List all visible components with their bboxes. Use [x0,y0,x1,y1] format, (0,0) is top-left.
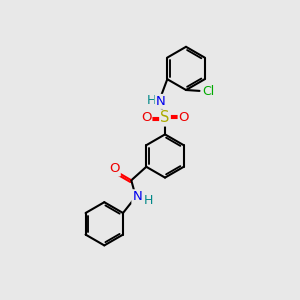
Text: N: N [156,95,165,108]
Text: O: O [179,111,189,124]
Text: Cl: Cl [202,85,214,98]
Text: H: H [147,94,156,107]
Text: O: O [109,162,120,176]
Text: O: O [141,111,152,124]
Text: N: N [132,190,142,203]
Text: H: H [144,194,153,207]
Text: S: S [160,110,170,125]
